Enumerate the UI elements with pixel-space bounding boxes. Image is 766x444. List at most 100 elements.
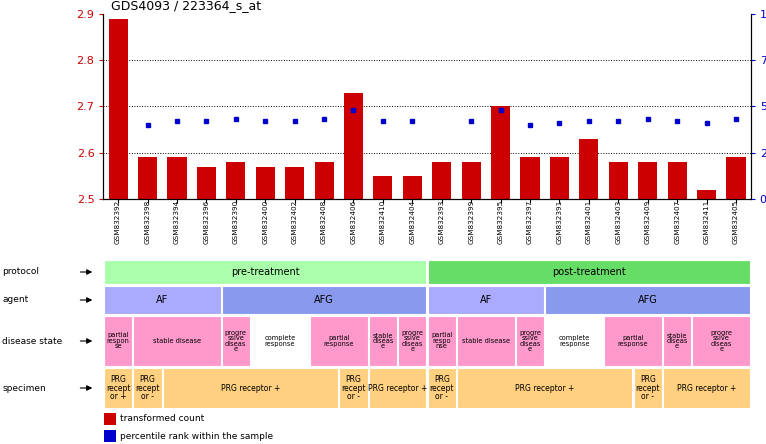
Text: GSM832397: GSM832397 <box>527 200 533 245</box>
Text: stable
diseas
e: stable diseas e <box>666 333 688 349</box>
Text: GSM832399: GSM832399 <box>468 200 474 245</box>
Text: stable
diseas
e: stable diseas e <box>372 333 394 349</box>
Text: GSM832396: GSM832396 <box>204 200 209 245</box>
Bar <box>368 368 427 408</box>
Bar <box>226 162 245 199</box>
Text: PRG
recept
or +: PRG recept or + <box>106 375 130 401</box>
Text: progre
ssive
diseas
e: progre ssive diseas e <box>519 330 541 352</box>
Text: post-treatment: post-treatment <box>552 267 626 277</box>
Text: disease state: disease state <box>2 337 62 345</box>
Bar <box>133 368 162 408</box>
Text: GDS4093 / 223364_s_at: GDS4093 / 223364_s_at <box>111 0 261 12</box>
Text: GSM832402: GSM832402 <box>292 200 298 245</box>
Bar <box>427 260 750 285</box>
Bar <box>427 285 544 314</box>
Text: pre-treatment: pre-treatment <box>231 267 300 277</box>
Bar <box>256 166 275 199</box>
Text: protocol: protocol <box>2 267 39 277</box>
Bar <box>667 162 686 199</box>
Text: stable disease: stable disease <box>462 338 510 344</box>
Text: progre
ssive
diseas
e: progre ssive diseas e <box>224 330 247 352</box>
Bar <box>251 316 309 366</box>
Text: complete
response: complete response <box>558 335 590 347</box>
Text: GSM832392: GSM832392 <box>115 200 121 245</box>
Bar <box>221 285 427 314</box>
Text: GSM832400: GSM832400 <box>262 200 268 245</box>
Text: GSM832398: GSM832398 <box>145 200 151 245</box>
Text: GSM832405: GSM832405 <box>733 200 739 245</box>
Text: specimen: specimen <box>2 384 46 392</box>
Bar <box>104 430 116 442</box>
Bar <box>168 157 187 199</box>
Text: GSM832403: GSM832403 <box>615 200 621 245</box>
Text: PRG
recept
or -: PRG recept or - <box>636 375 660 401</box>
Text: AF: AF <box>480 295 492 305</box>
Bar <box>138 157 157 199</box>
Text: partial
response: partial response <box>617 335 648 347</box>
Bar <box>633 368 662 408</box>
Text: PRG
recept
or -: PRG recept or - <box>341 375 365 401</box>
Text: partial
respon
se: partial respon se <box>106 333 129 349</box>
Text: GSM832391: GSM832391 <box>556 200 562 245</box>
Bar <box>604 316 662 366</box>
Text: PRG receptor +: PRG receptor + <box>515 384 574 392</box>
Text: GSM832409: GSM832409 <box>645 200 650 245</box>
Bar <box>520 157 539 199</box>
Text: GSM832404: GSM832404 <box>409 200 415 245</box>
Bar <box>697 190 716 199</box>
Text: transformed count: transformed count <box>119 414 204 423</box>
Bar <box>545 285 750 314</box>
Bar <box>427 368 456 408</box>
Bar <box>403 176 422 199</box>
Bar <box>344 93 363 199</box>
Bar <box>104 316 133 366</box>
Text: GSM832394: GSM832394 <box>174 200 180 245</box>
Bar <box>545 316 603 366</box>
Bar <box>373 176 392 199</box>
Text: GSM832395: GSM832395 <box>498 200 503 245</box>
Text: GSM832407: GSM832407 <box>674 200 680 245</box>
Text: complete
response: complete response <box>264 335 296 347</box>
Bar <box>638 162 657 199</box>
Text: progre
ssive
diseas
e: progre ssive diseas e <box>401 330 424 352</box>
Bar <box>457 368 633 408</box>
Bar <box>579 139 598 199</box>
Bar <box>285 166 304 199</box>
Text: GSM832390: GSM832390 <box>233 200 239 245</box>
Bar <box>104 368 133 408</box>
Bar <box>133 316 221 366</box>
Text: AFG: AFG <box>638 295 657 305</box>
Bar <box>163 368 339 408</box>
Bar <box>692 316 750 366</box>
Bar <box>221 316 250 366</box>
Text: PRG receptor +: PRG receptor + <box>677 384 736 392</box>
Text: PRG receptor +: PRG receptor + <box>368 384 427 392</box>
Text: GSM832406: GSM832406 <box>351 200 356 245</box>
Text: GSM832401: GSM832401 <box>586 200 592 245</box>
Bar <box>609 162 628 199</box>
Bar <box>663 316 691 366</box>
Text: GSM832411: GSM832411 <box>703 200 709 245</box>
Text: partial
response: partial response <box>323 335 354 347</box>
Bar <box>368 316 397 366</box>
Bar <box>457 316 515 366</box>
Bar <box>427 316 456 366</box>
Bar <box>109 19 128 199</box>
Bar <box>516 316 544 366</box>
Bar <box>550 157 569 199</box>
Text: partial
respo
nse: partial respo nse <box>431 333 453 349</box>
Bar <box>726 157 745 199</box>
Bar <box>197 166 216 199</box>
Bar <box>310 316 368 366</box>
Text: GSM832410: GSM832410 <box>380 200 386 245</box>
Text: progre
ssive
diseas
e: progre ssive diseas e <box>710 330 732 352</box>
Text: PRG
recept
or -: PRG recept or - <box>430 375 454 401</box>
Text: AF: AF <box>156 295 169 305</box>
Bar <box>432 162 451 199</box>
Bar <box>462 162 481 199</box>
Text: PRG
recept
or -: PRG recept or - <box>136 375 160 401</box>
Text: percentile rank within the sample: percentile rank within the sample <box>119 432 273 441</box>
Text: PRG receptor +: PRG receptor + <box>221 384 280 392</box>
Bar <box>663 368 750 408</box>
Bar <box>104 412 116 425</box>
